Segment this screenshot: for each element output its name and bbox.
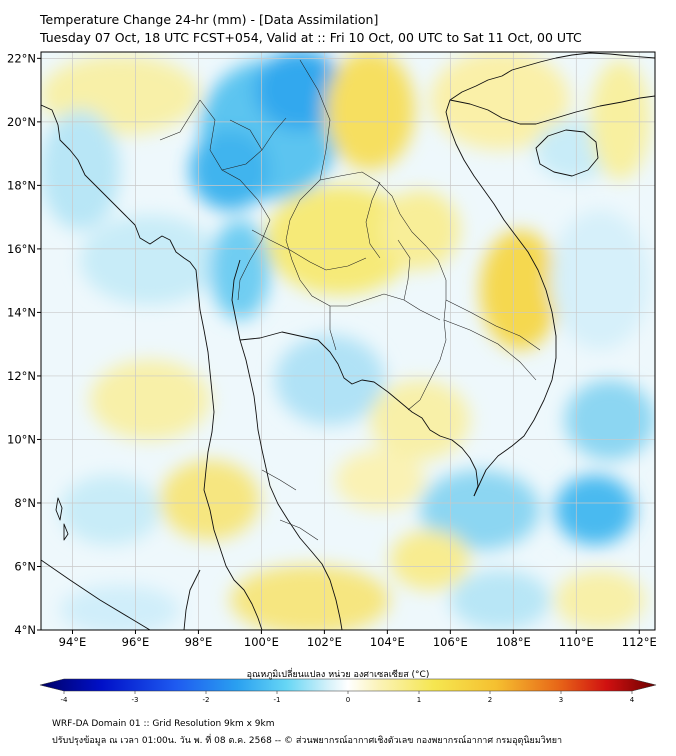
colorbar-tick-label: 1 xyxy=(417,696,421,704)
colorbar-tick-label: 4 xyxy=(630,696,635,704)
lon-label: 108°E xyxy=(496,635,531,649)
lat-label: 12°N xyxy=(7,369,36,383)
lon-label: 112°E xyxy=(622,635,657,649)
lat-label: 10°N xyxy=(7,432,36,446)
map-plot-area xyxy=(41,52,655,630)
lon-label: 110°E xyxy=(559,635,594,649)
colorbar-tick-label: 3 xyxy=(559,696,563,704)
lat-label: 20°N xyxy=(7,115,36,129)
colorbar-tick-label: -2 xyxy=(203,696,210,704)
lon-label: 100°E xyxy=(244,635,279,649)
lat-label: 14°N xyxy=(7,305,36,319)
lat-label: 22°N xyxy=(7,51,36,65)
map-subtitle: Tuesday 07 Oct, 18 UTC FCST+054, Valid a… xyxy=(40,30,582,45)
latitude-labels: 22°N 20°N 18°N 16°N 14°N 12°N 10°N 8°N 6°N 4°N xyxy=(7,51,41,637)
lon-label: 94°E xyxy=(59,635,87,649)
lon-label: 104°E xyxy=(370,635,405,649)
colorbar-tick-label: 0 xyxy=(346,696,350,704)
lon-label: 96°E xyxy=(122,635,150,649)
longitude-labels: 94°E 96°E 98°E 100°E 102°E 104°E 106°E 108°E 110… xyxy=(59,630,657,649)
map-frame xyxy=(40,51,656,631)
map-title: Temperature Change 24-hr (mm) - [Data As… xyxy=(40,12,379,27)
colorbar-tick-label: 2 xyxy=(488,696,492,704)
temperature-field xyxy=(41,52,655,630)
lat-label: 6°N xyxy=(14,559,36,573)
lat-label: 4°N xyxy=(14,623,36,637)
colorbar-label: อุณหภูมิเปลี่ยนแปลง หน่วย องศาเซลเซียส (… xyxy=(246,670,430,680)
political-borders xyxy=(159,59,541,541)
coastlines xyxy=(41,52,655,630)
colorbar-tick-label: -1 xyxy=(274,696,281,704)
colorbar-ticks: -4 -3 -2 -1 0 1 2 3 4 xyxy=(61,691,635,704)
lon-label: 102°E xyxy=(307,635,342,649)
lon-label: 98°E xyxy=(185,635,213,649)
lat-label: 16°N xyxy=(7,242,36,256)
lon-label: 106°E xyxy=(433,635,468,649)
lat-label: 8°N xyxy=(14,496,36,510)
colorbar-tick-label: -4 xyxy=(61,696,69,704)
colorbar: -4 -3 -2 -1 0 1 2 3 4 xyxy=(39,678,657,704)
lat-label: 18°N xyxy=(7,178,36,192)
footer-credit: ปรับปรุงข้อมูล ณ เวลา 01:00น. วัน พ. ที่… xyxy=(52,736,563,746)
colorbar-tick-label: -3 xyxy=(132,696,139,704)
footer-model-info: WRF-DA Domain 01 :: Grid Resolution 9km … xyxy=(52,719,275,729)
